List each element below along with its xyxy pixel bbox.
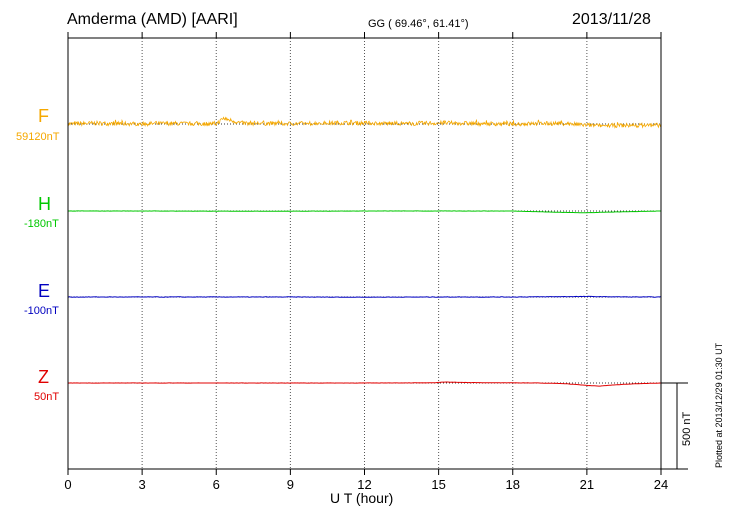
channel-h-label: H (38, 194, 51, 214)
x-tick-label: 24 (654, 477, 668, 492)
channel-e-label: E (38, 281, 51, 301)
chart-date: 2013/11/28 (572, 11, 651, 28)
trace-f (67, 116, 662, 129)
trace-z (67, 381, 662, 387)
channel-z-baseline: 50nT (34, 391, 60, 403)
channel-z-label: Z (38, 367, 49, 387)
channel-f-label: F (38, 106, 49, 126)
x-tick-label: 9 (287, 477, 294, 492)
trace-e (67, 295, 662, 298)
station-title: Amderma (AMD) [AARI] (67, 11, 238, 28)
channel-e-baseline: -100nT (24, 305, 59, 317)
scale-bar-label: 500 nT (681, 411, 693, 446)
channel-f-baseline: 59120nT (16, 131, 60, 143)
x-tick-label: 21 (580, 477, 594, 492)
x-tick-label: 15 (431, 477, 445, 492)
x-tick-label: 12 (357, 477, 371, 492)
x-tick-label: 18 (506, 477, 520, 492)
trace-h (68, 210, 661, 214)
x-tick-label: 0 (64, 477, 71, 492)
x-tick-label: 6 (213, 477, 220, 492)
plotted-timestamp: Plotted at 2013/12/29 01:30 UT (714, 342, 724, 468)
x-tick-label: 3 (139, 477, 146, 492)
x-axis-label: U T (hour) (330, 490, 394, 506)
channel-h-baseline: -180nT (24, 218, 59, 230)
geo-coordinates: GG ( 69.46°, 61.41°) (368, 18, 469, 30)
